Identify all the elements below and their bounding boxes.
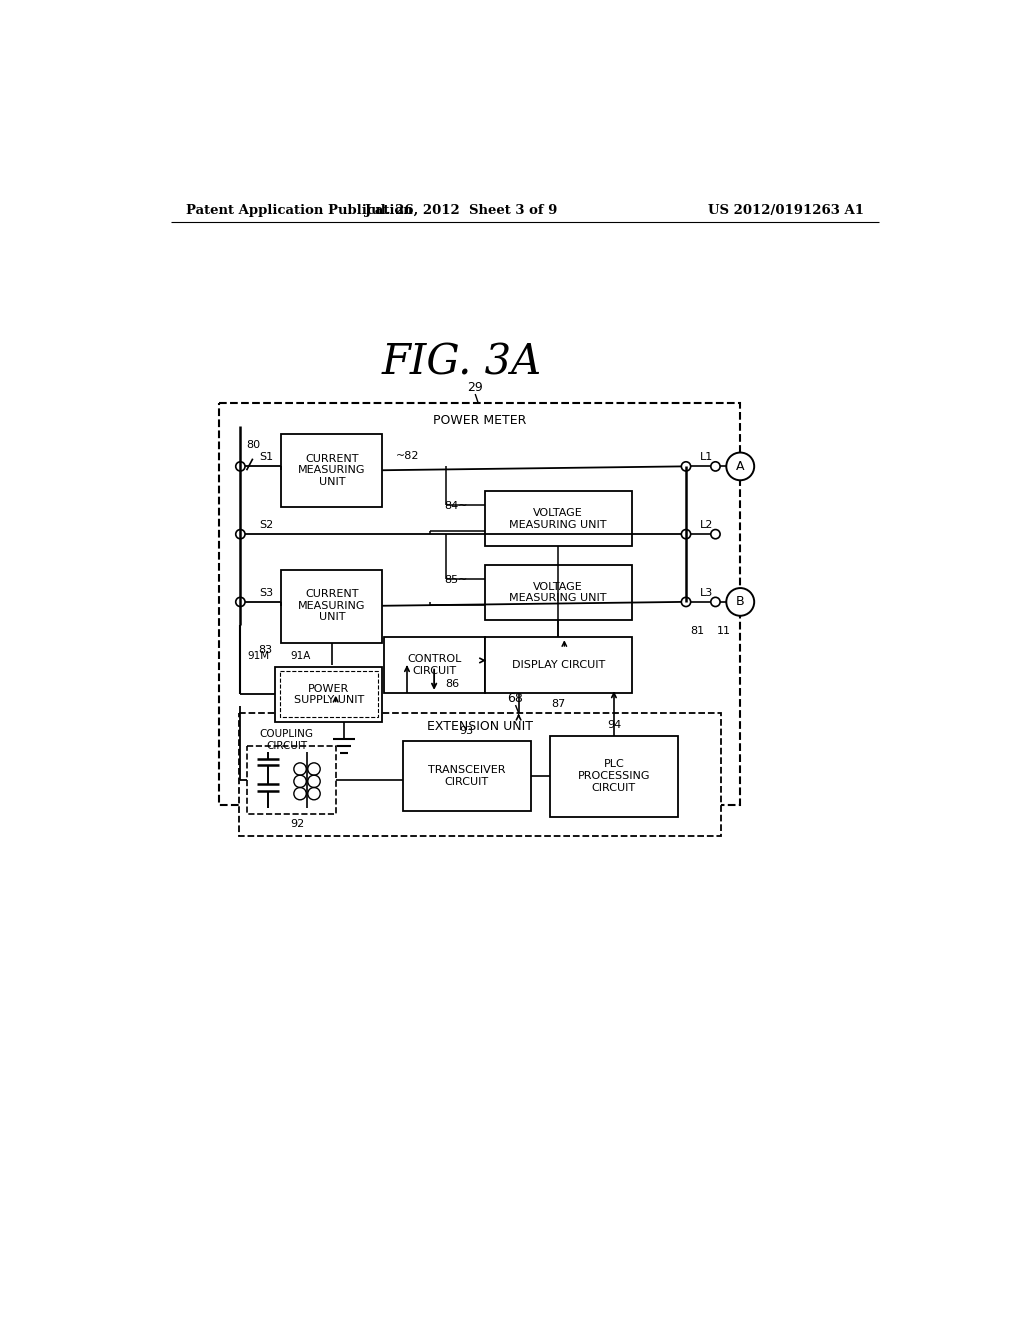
Text: 84~: 84~	[444, 502, 467, 511]
Text: 91A: 91A	[291, 651, 311, 661]
Text: L1: L1	[700, 453, 713, 462]
Text: PLC
PROCESSING
CIRCUIT: PLC PROCESSING CIRCUIT	[578, 759, 650, 792]
Text: S1: S1	[260, 453, 273, 462]
Bar	[219, 404, 740, 805]
Text: L2: L2	[700, 520, 714, 529]
Text: S2: S2	[260, 520, 274, 529]
Bar	[239, 713, 721, 836]
Bar	[484, 565, 632, 620]
Text: 86: 86	[445, 678, 459, 689]
Circle shape	[236, 597, 245, 607]
Text: 92: 92	[290, 820, 304, 829]
Text: 85~: 85~	[444, 576, 467, 585]
Text: ~82: ~82	[396, 450, 420, 461]
Text: L3: L3	[700, 587, 713, 598]
Circle shape	[681, 462, 690, 471]
Text: B: B	[736, 595, 744, 609]
Text: 83: 83	[258, 645, 272, 656]
Bar	[282, 570, 382, 643]
Text: CURRENT
MEASURING
UNIT: CURRENT MEASURING UNIT	[298, 589, 366, 622]
Circle shape	[681, 597, 690, 607]
Bar	[275, 667, 382, 722]
Text: CURRENT
MEASURING
UNIT: CURRENT MEASURING UNIT	[298, 454, 366, 487]
Text: POWER METER: POWER METER	[433, 413, 526, 426]
Circle shape	[236, 462, 245, 471]
Bar	[484, 491, 632, 546]
Circle shape	[726, 589, 755, 615]
Bar	[280, 671, 378, 718]
Text: US 2012/0191263 A1: US 2012/0191263 A1	[709, 205, 864, 218]
Text: 11: 11	[717, 626, 731, 636]
Bar	[384, 638, 484, 693]
Bar	[247, 746, 336, 813]
Text: 94: 94	[607, 721, 621, 730]
Text: FIG. 3A: FIG. 3A	[381, 342, 542, 383]
Text: S3: S3	[260, 587, 273, 598]
Text: COUPLING
CIRCUIT: COUPLING CIRCUIT	[260, 729, 314, 751]
Bar	[484, 638, 632, 693]
Text: 29: 29	[467, 381, 483, 395]
Text: A: A	[736, 459, 744, 473]
Text: 91M: 91M	[247, 651, 269, 661]
Circle shape	[711, 597, 720, 607]
Bar	[550, 737, 678, 817]
Circle shape	[681, 529, 690, 539]
Text: 93: 93	[460, 726, 474, 735]
Text: POWER
SUPPLY UNIT: POWER SUPPLY UNIT	[294, 684, 364, 705]
Text: CONTROL
CIRCUIT: CONTROL CIRCUIT	[407, 655, 462, 676]
Text: EXTENSION UNIT: EXTENSION UNIT	[427, 721, 532, 733]
Bar	[282, 434, 382, 507]
Text: 81: 81	[690, 626, 705, 636]
Text: VOLTAGE
MEASURING UNIT: VOLTAGE MEASURING UNIT	[509, 508, 607, 529]
Text: DISPLAY CIRCUIT: DISPLAY CIRCUIT	[512, 660, 605, 671]
Text: 68: 68	[508, 693, 523, 705]
Circle shape	[726, 453, 755, 480]
Text: 80: 80	[247, 440, 261, 450]
Circle shape	[711, 462, 720, 471]
Bar	[403, 742, 531, 810]
Circle shape	[236, 529, 245, 539]
Text: Patent Application Publication: Patent Application Publication	[186, 205, 413, 218]
Text: 87: 87	[551, 698, 565, 709]
Text: VOLTAGE
MEASURING UNIT: VOLTAGE MEASURING UNIT	[509, 582, 607, 603]
Text: Jul. 26, 2012  Sheet 3 of 9: Jul. 26, 2012 Sheet 3 of 9	[366, 205, 557, 218]
Circle shape	[711, 529, 720, 539]
Text: TRANSCEIVER
CIRCUIT: TRANSCEIVER CIRCUIT	[428, 766, 506, 787]
